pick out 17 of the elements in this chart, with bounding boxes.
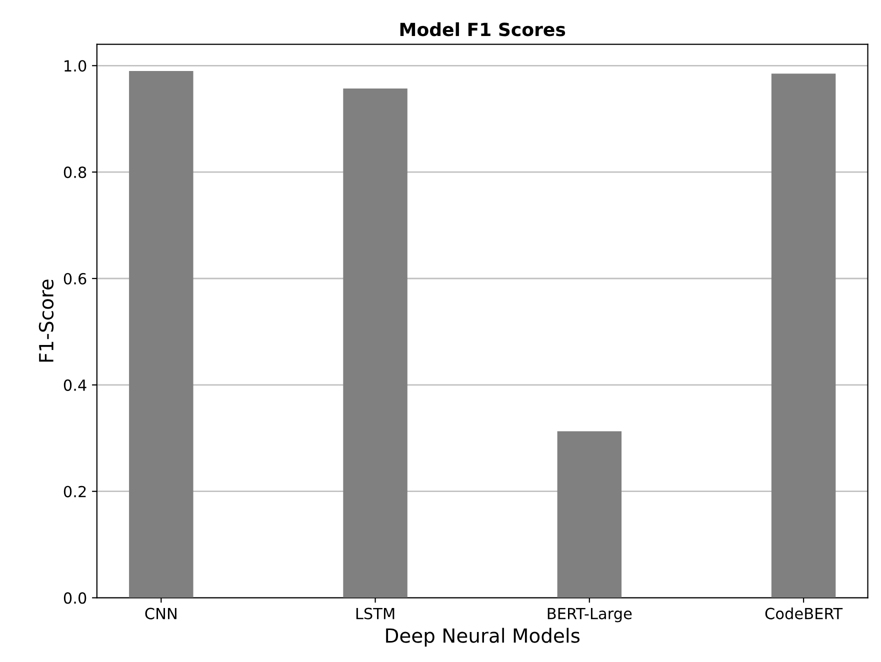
- y-tick-label: 1.0: [64, 60, 86, 72]
- x-axis-title: Deep Neural Models: [386, 628, 580, 647]
- bar: [129, 70, 194, 598]
- chart-title: Model F1 Scores: [400, 22, 566, 36]
- y-tick-label: 0.4: [64, 379, 86, 391]
- x-tick-label: CNN: [145, 608, 176, 620]
- x-tick-label: LSTM: [356, 608, 394, 620]
- bar: [557, 431, 622, 598]
- y-tick-label: 0.8: [64, 166, 86, 178]
- x-tick-label: CodeBERT: [765, 608, 843, 620]
- bar: [343, 88, 408, 598]
- x-tick-label: BERT-Large: [548, 608, 632, 622]
- y-axis-title: F1-Score: [38, 280, 54, 362]
- y-tick-label: 0.2: [64, 486, 86, 498]
- y-tick-label: 0.6: [64, 272, 86, 285]
- y-tick-label: 0.0: [64, 592, 86, 604]
- bar: [771, 74, 836, 598]
